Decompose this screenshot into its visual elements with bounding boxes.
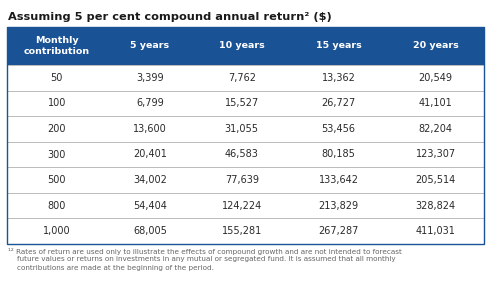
Text: 3,399: 3,399 bbox=[136, 73, 164, 83]
Text: 205,514: 205,514 bbox=[415, 175, 456, 185]
Text: 10 years: 10 years bbox=[219, 42, 265, 51]
Text: 77,639: 77,639 bbox=[225, 175, 259, 185]
Text: 54,404: 54,404 bbox=[133, 201, 167, 211]
Text: 124,224: 124,224 bbox=[221, 201, 262, 211]
Text: 20 years: 20 years bbox=[412, 42, 459, 51]
Text: 50: 50 bbox=[51, 73, 63, 83]
Text: 123,307: 123,307 bbox=[415, 150, 456, 160]
Text: 31,055: 31,055 bbox=[225, 124, 259, 134]
Bar bbox=[7, 142, 484, 167]
Text: 46,583: 46,583 bbox=[225, 150, 259, 160]
Text: 7,762: 7,762 bbox=[228, 73, 256, 83]
Text: 300: 300 bbox=[48, 150, 66, 160]
Text: 13,600: 13,600 bbox=[133, 124, 167, 134]
Bar bbox=[7, 193, 484, 219]
Text: 68,005: 68,005 bbox=[133, 226, 167, 236]
Text: 20,549: 20,549 bbox=[418, 73, 453, 83]
Bar bbox=[7, 27, 484, 65]
Text: contributions are made at the beginning of the period.: contributions are made at the beginning … bbox=[8, 265, 214, 271]
Bar bbox=[7, 91, 484, 116]
Text: 26,727: 26,727 bbox=[322, 98, 356, 108]
Text: 1,000: 1,000 bbox=[43, 226, 71, 236]
Text: 155,281: 155,281 bbox=[221, 226, 262, 236]
Text: future values or returns on investments in any mutual or segregated fund. It is : future values or returns on investments … bbox=[8, 256, 396, 262]
Text: ¹² Rates of return are used only to illustrate the effects of compound growth an: ¹² Rates of return are used only to illu… bbox=[8, 248, 402, 255]
Text: 20,401: 20,401 bbox=[133, 150, 167, 160]
Text: 100: 100 bbox=[48, 98, 66, 108]
Text: 213,829: 213,829 bbox=[319, 201, 359, 211]
Text: 34,002: 34,002 bbox=[133, 175, 167, 185]
Text: 53,456: 53,456 bbox=[322, 124, 355, 134]
Text: 267,287: 267,287 bbox=[319, 226, 359, 236]
Bar bbox=[7, 27, 484, 244]
Text: Assuming 5 per cent compound annual return² ($): Assuming 5 per cent compound annual retu… bbox=[8, 12, 332, 22]
Text: 200: 200 bbox=[48, 124, 66, 134]
Text: 82,204: 82,204 bbox=[418, 124, 453, 134]
Text: 15,527: 15,527 bbox=[225, 98, 259, 108]
Bar bbox=[7, 167, 484, 193]
Text: 800: 800 bbox=[48, 201, 66, 211]
Text: 13,362: 13,362 bbox=[322, 73, 355, 83]
Text: 5 years: 5 years bbox=[130, 42, 169, 51]
Text: Monthly
contribution: Monthly contribution bbox=[24, 36, 90, 55]
Text: 133,642: 133,642 bbox=[319, 175, 358, 185]
Text: 500: 500 bbox=[48, 175, 66, 185]
Bar bbox=[7, 116, 484, 142]
Bar bbox=[7, 219, 484, 244]
Text: 411,031: 411,031 bbox=[415, 226, 456, 236]
Text: 41,101: 41,101 bbox=[419, 98, 452, 108]
Bar bbox=[7, 65, 484, 91]
Text: 6,799: 6,799 bbox=[136, 98, 164, 108]
Text: 328,824: 328,824 bbox=[415, 201, 456, 211]
Text: 80,185: 80,185 bbox=[322, 150, 355, 160]
Text: 15 years: 15 years bbox=[316, 42, 361, 51]
